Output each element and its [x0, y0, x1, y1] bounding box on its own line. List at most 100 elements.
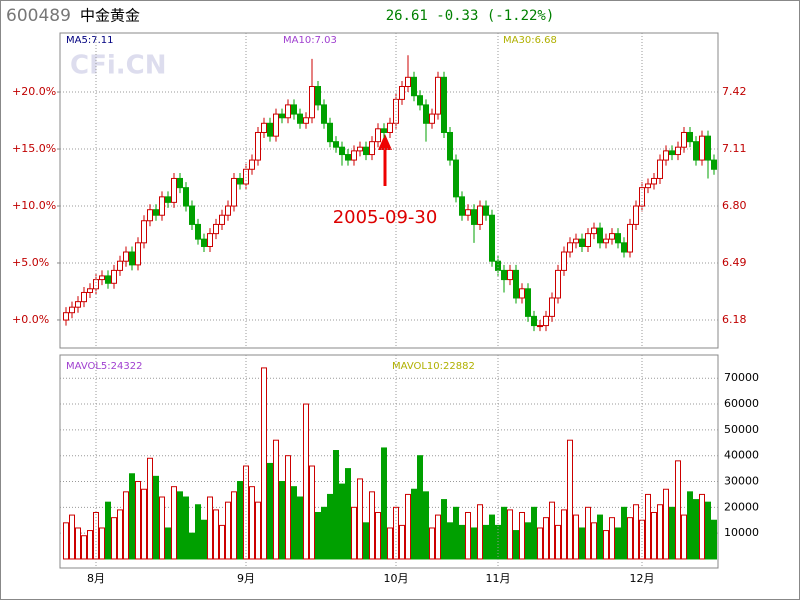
volume-bar [351, 506, 357, 560]
volume-bar [333, 450, 339, 560]
volume-bar [381, 447, 387, 560]
y2-tick-label: +15.0% [12, 142, 56, 155]
candle-body [291, 104, 297, 115]
volume-bar [189, 532, 195, 560]
candle-body [87, 288, 93, 293]
volume-bar [633, 504, 639, 560]
volume-bar [75, 527, 81, 560]
legend-entry: MAVOL5:24322 [66, 361, 142, 372]
volume-bar [219, 524, 225, 560]
candle-body [441, 76, 447, 133]
quote: 26.61 -0.33 (-1.22%) [386, 8, 555, 24]
candle-body [603, 238, 609, 244]
candle-body [75, 301, 81, 308]
volume-bar [147, 457, 153, 560]
x-tick-label: 8月 [87, 572, 105, 585]
volume-bar [423, 491, 429, 560]
candle-body [339, 146, 345, 156]
volume-bar [375, 511, 381, 560]
volume-bar [387, 527, 393, 560]
candle-body [381, 128, 387, 133]
candle-body [471, 209, 477, 225]
candle-body [537, 325, 543, 328]
candle-body [687, 131, 693, 143]
volume-bar [285, 455, 291, 560]
candle-body [489, 214, 495, 262]
volume-bar [567, 439, 573, 560]
volume-bar [537, 527, 543, 560]
candle-body [585, 233, 591, 247]
volume-bar [99, 527, 105, 560]
volume-bar [363, 522, 369, 560]
candle-body [633, 205, 639, 225]
volume-bar [429, 527, 435, 560]
candle-body [645, 183, 651, 189]
candle-body [561, 251, 567, 271]
candle-body [303, 117, 309, 124]
candle-body [219, 214, 225, 225]
volume-bar [549, 501, 555, 560]
volume-bar [447, 522, 453, 560]
candle-body [207, 233, 213, 247]
candle-body [297, 113, 303, 124]
candle-body [213, 223, 219, 235]
volume-bar [153, 475, 159, 560]
volume-bar [195, 504, 201, 560]
volume-bar [453, 506, 459, 560]
candle-body [249, 159, 255, 170]
volume-bar [321, 506, 327, 560]
volume-bar [237, 481, 243, 560]
volume-bar [417, 455, 423, 560]
volume-bar [711, 519, 717, 560]
candle-body [177, 177, 183, 189]
candle-body [711, 159, 717, 170]
candle-body [591, 227, 597, 235]
volume-bar [339, 483, 345, 560]
volume-bar [495, 524, 501, 560]
candle-body [159, 196, 165, 216]
volume-bar [471, 527, 477, 560]
volume-bar [459, 524, 465, 560]
candle-body [555, 269, 561, 299]
candle-body [123, 251, 129, 262]
candle-body [543, 315, 549, 327]
volume-bar [177, 491, 183, 560]
candle-body [129, 251, 135, 266]
candle-body [225, 205, 231, 216]
y-tick-label: 6.80 [722, 199, 747, 212]
candle-body [171, 177, 177, 203]
y2-tick-label: +10.0% [12, 199, 56, 212]
volume-bar [399, 524, 405, 560]
legend-entry: MA5:7.11 [66, 35, 113, 46]
volume-bar [393, 506, 399, 560]
y-tick-label: 6.18 [722, 313, 747, 326]
volume-bar [225, 501, 231, 560]
y-tick-label: 20000 [724, 500, 759, 513]
candle-body [141, 220, 147, 244]
candle-body [255, 131, 261, 161]
candle-body [699, 135, 705, 161]
volume-bar [69, 514, 75, 560]
candle-body [453, 159, 459, 198]
volume-bar [591, 522, 597, 560]
candle-body [519, 288, 525, 299]
candle-body [231, 177, 237, 207]
candle-body [273, 113, 279, 137]
arrow-head [378, 134, 392, 150]
candle-body [459, 196, 465, 216]
candle-body [63, 312, 69, 321]
volume-bar [123, 491, 129, 560]
candle-body [237, 177, 243, 185]
volume-bar [519, 511, 525, 560]
x-tick-label: 12月 [630, 572, 655, 585]
volume-bar [249, 486, 255, 560]
candle-body [183, 187, 189, 207]
volume-bar [135, 481, 141, 560]
price-panel [59, 32, 719, 349]
candle-body [351, 150, 357, 161]
x-tick-label: 9月 [237, 572, 255, 585]
volume-bar [261, 367, 267, 560]
volume-bar [231, 491, 237, 560]
legend-entry: MA30:6.68 [503, 35, 557, 46]
candle-body [117, 260, 123, 271]
